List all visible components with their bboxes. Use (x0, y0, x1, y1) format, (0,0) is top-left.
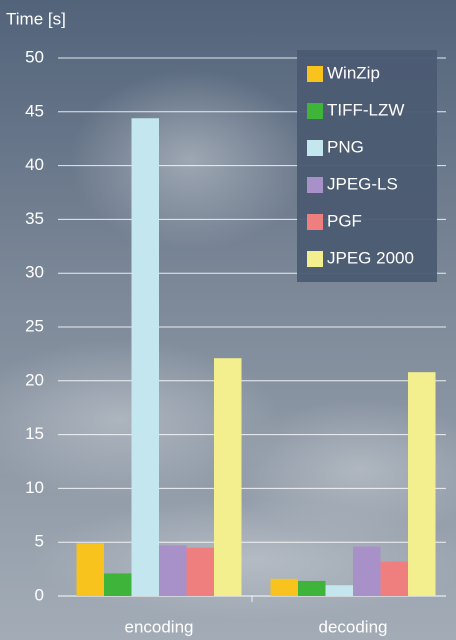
x-tick-label: decoding (318, 617, 387, 636)
legend-label: JPEG 2000 (327, 248, 414, 267)
y-tick-label: 15 (25, 424, 44, 443)
bar (76, 543, 104, 596)
legend-swatch (307, 251, 323, 267)
legend-swatch (307, 214, 323, 230)
y-tick-label: 50 (25, 47, 44, 66)
y-tick-label: 5 (35, 532, 44, 551)
bar (325, 585, 353, 596)
legend-swatch (307, 177, 323, 193)
y-tick-label: 20 (25, 370, 44, 389)
bar (270, 578, 298, 596)
y-tick-label: 35 (25, 209, 44, 228)
legend-box (297, 50, 437, 282)
legend-label: WinZip (327, 63, 380, 82)
bar (353, 546, 381, 596)
bar (159, 545, 187, 596)
y-axis-label: Time [s] (6, 9, 66, 28)
y-tick-label: 10 (25, 478, 44, 497)
y-tick-label: 0 (35, 585, 44, 604)
legend-label: PNG (327, 137, 364, 156)
y-tick-label: 45 (25, 101, 44, 120)
y-tick-label: 40 (25, 155, 44, 174)
y-tick-label: 30 (25, 263, 44, 282)
bar (298, 580, 326, 596)
bar (131, 118, 159, 597)
bar (186, 547, 214, 596)
legend-swatch (307, 66, 323, 82)
legend-label: TIFF-LZW (327, 100, 404, 119)
legend-swatch (307, 103, 323, 119)
legend-swatch (307, 140, 323, 156)
bar (214, 358, 242, 596)
x-tick-label: encoding (124, 617, 193, 636)
cloud (70, 70, 310, 250)
y-tick-label: 25 (25, 316, 44, 335)
bar (380, 561, 408, 596)
bar (104, 573, 132, 596)
bar (408, 372, 436, 596)
legend-label: PGF (327, 211, 362, 230)
legend-label: JPEG-LS (327, 174, 398, 193)
